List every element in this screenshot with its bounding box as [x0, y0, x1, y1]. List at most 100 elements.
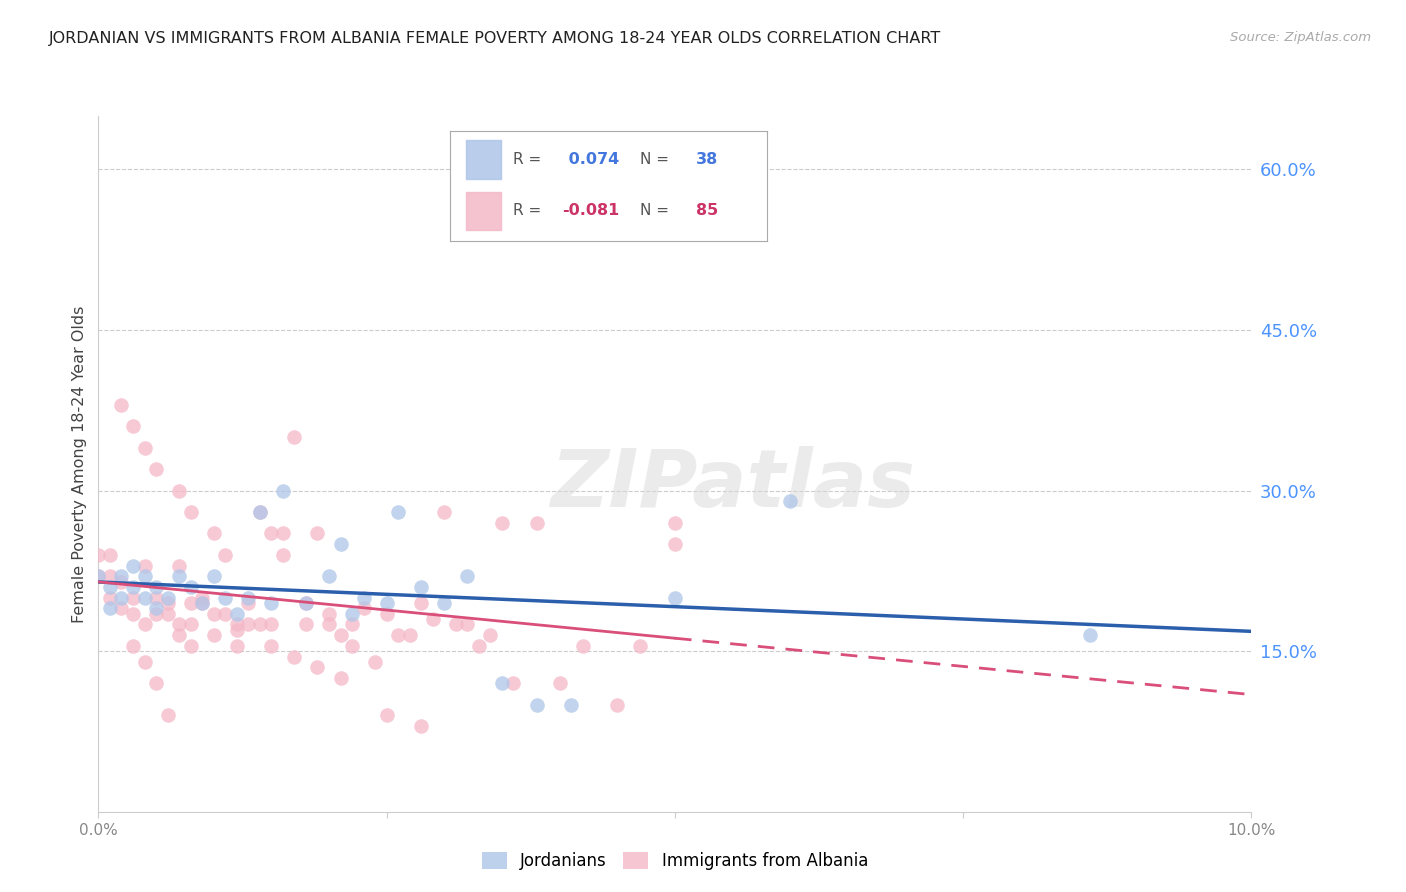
Point — [456, 569, 478, 583]
Point — [122, 580, 145, 594]
Point — [260, 596, 283, 610]
Point — [225, 639, 247, 653]
Point — [295, 596, 318, 610]
Point — [202, 526, 225, 541]
Point — [307, 660, 329, 674]
Point — [364, 655, 387, 669]
Point — [145, 462, 167, 476]
Point — [167, 558, 190, 573]
Point — [340, 607, 363, 621]
Point — [249, 505, 271, 519]
Point — [110, 601, 132, 615]
Point — [110, 591, 132, 605]
Point — [110, 574, 132, 589]
Text: ZIPatlas: ZIPatlas — [550, 446, 915, 524]
Point — [340, 617, 363, 632]
Point — [444, 617, 467, 632]
Point — [387, 505, 409, 519]
Point — [145, 601, 167, 615]
Point — [98, 601, 121, 615]
Point — [214, 607, 236, 621]
Point — [295, 617, 318, 632]
Point — [249, 617, 271, 632]
Point — [411, 596, 433, 610]
Point — [238, 596, 260, 610]
Point — [779, 494, 801, 508]
Point — [353, 591, 375, 605]
Point — [526, 698, 548, 712]
Point — [191, 596, 214, 610]
Point — [664, 516, 686, 530]
Point — [433, 596, 456, 610]
Point — [180, 639, 202, 653]
Point — [167, 569, 190, 583]
Y-axis label: Female Poverty Among 18-24 Year Olds: Female Poverty Among 18-24 Year Olds — [72, 305, 87, 623]
Point — [411, 580, 433, 594]
Point — [134, 591, 156, 605]
Point — [260, 526, 283, 541]
Point — [225, 607, 247, 621]
Point — [295, 596, 318, 610]
Point — [122, 607, 145, 621]
Point — [145, 607, 167, 621]
Point — [134, 558, 156, 573]
Point — [318, 569, 340, 583]
Point — [134, 569, 156, 583]
Point — [122, 419, 145, 434]
Point — [260, 639, 283, 653]
Point — [526, 516, 548, 530]
Point — [329, 537, 352, 551]
Point — [479, 628, 502, 642]
Text: Source: ZipAtlas.com: Source: ZipAtlas.com — [1230, 31, 1371, 45]
Point — [214, 548, 236, 562]
Point — [398, 628, 420, 642]
Point — [387, 628, 409, 642]
Point — [98, 580, 121, 594]
Point — [571, 639, 593, 653]
Point — [491, 676, 513, 690]
Point — [145, 676, 167, 690]
Point — [202, 628, 225, 642]
Point — [468, 639, 491, 653]
Point — [191, 591, 214, 605]
Point — [283, 649, 305, 664]
Point — [145, 591, 167, 605]
Point — [249, 505, 271, 519]
Point — [167, 483, 190, 498]
Point — [238, 591, 260, 605]
Point — [1078, 628, 1101, 642]
Point — [145, 580, 167, 594]
Point — [98, 591, 121, 605]
Point — [664, 591, 686, 605]
Point — [180, 580, 202, 594]
Point — [98, 548, 121, 562]
Point — [225, 617, 247, 632]
Legend: Jordanians, Immigrants from Albania: Jordanians, Immigrants from Albania — [475, 845, 875, 877]
Point — [180, 596, 202, 610]
Point — [156, 607, 179, 621]
Point — [375, 708, 398, 723]
Point — [560, 698, 582, 712]
Point — [340, 639, 363, 653]
Point — [134, 617, 156, 632]
Point — [375, 596, 398, 610]
Point — [664, 537, 686, 551]
Point — [307, 526, 329, 541]
Point — [491, 516, 513, 530]
Point — [238, 617, 260, 632]
Point — [167, 617, 190, 632]
Point — [271, 548, 294, 562]
Point — [180, 505, 202, 519]
Point — [122, 591, 145, 605]
Point — [134, 655, 156, 669]
Point — [180, 617, 202, 632]
Point — [422, 612, 444, 626]
Point — [110, 398, 132, 412]
Point — [456, 617, 478, 632]
Point — [122, 558, 145, 573]
Point — [191, 596, 214, 610]
Point — [87, 569, 110, 583]
Point — [548, 676, 571, 690]
Point — [271, 526, 294, 541]
Point — [202, 569, 225, 583]
